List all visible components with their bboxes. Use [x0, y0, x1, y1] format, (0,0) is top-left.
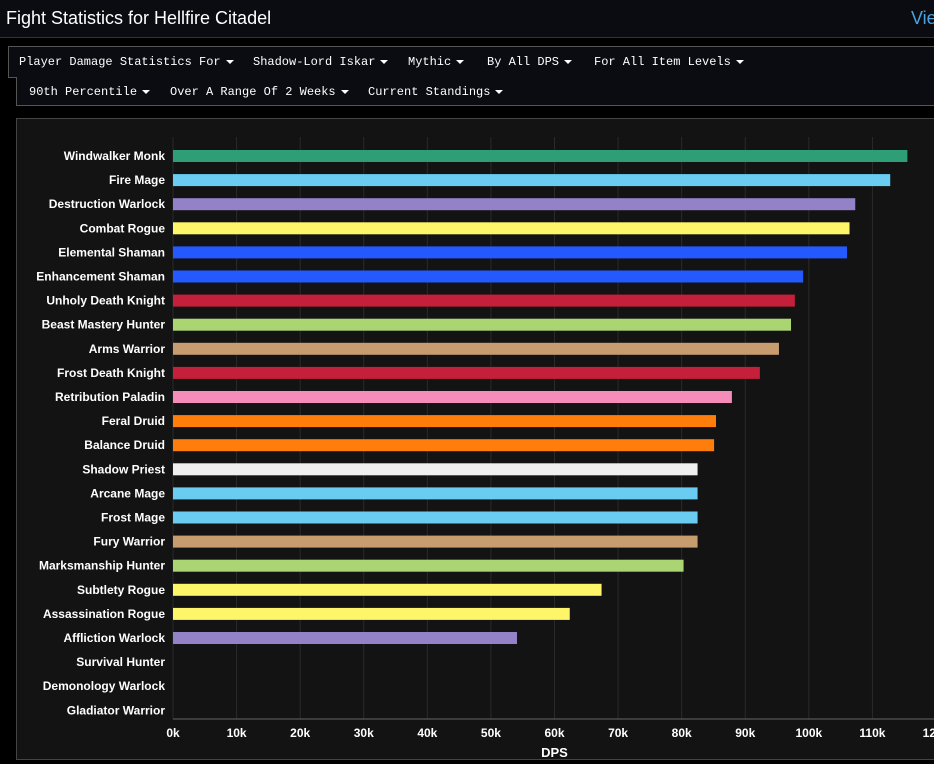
dropdown-label: By All DPS: [487, 55, 560, 69]
x-tick-label: 90k: [735, 726, 755, 740]
category-label: Marksmanship Hunter: [39, 559, 165, 573]
category-label: Frost Death Knight: [57, 366, 165, 380]
category-label: Enhancement Shaman: [36, 270, 165, 284]
item-level-dropdown[interactable]: For All Item Levels: [594, 55, 744, 69]
category-label: Affliction Warlock: [63, 631, 165, 645]
category-label: Beast Mastery Hunter: [42, 318, 166, 332]
bar: [173, 511, 698, 524]
category-label: Arms Warrior: [89, 342, 166, 356]
bar: [173, 415, 717, 428]
bar: [173, 318, 792, 331]
view-link[interactable]: Vie: [911, 8, 934, 28]
dropdown-label: 90th Percentile: [29, 85, 138, 99]
bar: [173, 583, 602, 596]
category-label: Fire Mage: [109, 173, 165, 187]
page-header: Fight Statistics for Hellfire Citadel Vi…: [0, 0, 934, 38]
time-range-dropdown[interactable]: Over A Range Of 2 Weeks: [170, 85, 349, 99]
category-label: Arcane Mage: [90, 486, 165, 500]
category-label: Fury Warrior: [93, 535, 165, 549]
caret-down-icon: [225, 59, 234, 64]
x-tick-label: 120k: [923, 726, 934, 740]
category-label: Balance Druid: [84, 438, 165, 452]
category-label: Gladiator Warrior: [67, 703, 166, 717]
bar: [173, 198, 856, 211]
page-title: Fight Statistics for Hellfire Citadel: [6, 8, 272, 28]
filter-row-secondary: 90th Percentile Over A Range Of 2 Weeks …: [16, 77, 934, 106]
dps-bar-chart: 0k 10k 20k 30k 40k 50k 60k 70k 80k 90k 100k 110k 120…: [36, 137, 934, 760]
caret-down-icon: [735, 59, 744, 64]
dropdown-label: Mythic: [408, 55, 452, 69]
category-label: Combat Rogue: [80, 221, 166, 235]
difficulty-dropdown[interactable]: Mythic: [408, 55, 465, 69]
statistics-type-dropdown[interactable]: Player Damage Statistics For: [19, 55, 234, 69]
category-label: Survival Hunter: [76, 655, 165, 669]
dropdown-label: Shadow-Lord Iskar: [253, 55, 376, 69]
x-tick-label: 40k: [417, 726, 437, 740]
filter-bar: Player Damage Statistics For Shadow-Lord…: [8, 46, 934, 108]
caret-down-icon: [495, 89, 504, 94]
x-tick-label: 70k: [608, 726, 628, 740]
bar: [173, 342, 779, 355]
bar: [173, 270, 804, 283]
caret-down-icon: [142, 89, 151, 94]
caret-down-icon: [564, 59, 573, 64]
x-axis-title: DPS: [541, 745, 568, 759]
bar: [173, 487, 698, 500]
x-tick-label: 30k: [354, 726, 374, 740]
category-label: Retribution Paladin: [55, 390, 165, 404]
x-tick-label: 100k: [795, 726, 822, 740]
bar: [173, 463, 698, 476]
dropdown-label: Player Damage Statistics For: [19, 55, 221, 69]
caret-down-icon: [456, 59, 465, 64]
dropdown-label: Over A Range Of 2 Weeks: [170, 85, 336, 99]
caret-down-icon: [380, 59, 389, 64]
role-dropdown[interactable]: By All DPS: [487, 55, 573, 69]
standings-dropdown[interactable]: Current Standings: [368, 85, 504, 99]
category-label: Elemental Shaman: [58, 245, 165, 259]
x-tick-label: 60k: [544, 726, 564, 740]
category-label: Frost Mage: [101, 511, 165, 525]
bar: [173, 222, 850, 235]
bar: [173, 391, 732, 403]
category-label: Destruction Warlock: [49, 197, 166, 211]
bar: [173, 439, 715, 452]
dropdown-label: Current Standings: [368, 85, 491, 99]
x-tick-label: 110k: [859, 726, 885, 740]
caret-down-icon: [340, 89, 349, 94]
category-label: Subtlety Rogue: [77, 583, 165, 597]
category-label: Windwalker Monk: [64, 149, 166, 163]
x-tick-label: 50k: [481, 726, 501, 740]
bar: [173, 535, 698, 548]
bar: [173, 366, 760, 379]
filter-row-primary: Player Damage Statistics For Shadow-Lord…: [8, 46, 934, 78]
chart-panel: 0k 10k 20k 30k 40k 50k 60k 70k 80k 90k 100k 110k 120…: [16, 118, 934, 760]
bar: [173, 294, 795, 307]
dropdown-label: For All Item Levels: [594, 55, 731, 69]
bar: [173, 607, 570, 620]
bar: [173, 632, 517, 644]
x-tick-label: 20k: [290, 726, 310, 740]
bar: [173, 246, 847, 259]
percentile-dropdown[interactable]: 90th Percentile: [29, 85, 151, 99]
x-tick-label: 80k: [672, 726, 692, 740]
category-label: Unholy Death Knight: [46, 294, 165, 308]
bar: [173, 174, 891, 187]
boss-dropdown[interactable]: Shadow-Lord Iskar: [253, 55, 389, 69]
bar: [173, 559, 684, 572]
category-label: Demonology Warlock: [43, 679, 166, 693]
category-label: Feral Druid: [102, 414, 165, 428]
category-label: Shadow Priest: [82, 462, 165, 476]
category-label: Assassination Rogue: [43, 607, 165, 621]
bar: [173, 150, 908, 162]
x-tick-label: 0k: [166, 726, 180, 740]
x-tick-label: 10k: [227, 726, 247, 740]
